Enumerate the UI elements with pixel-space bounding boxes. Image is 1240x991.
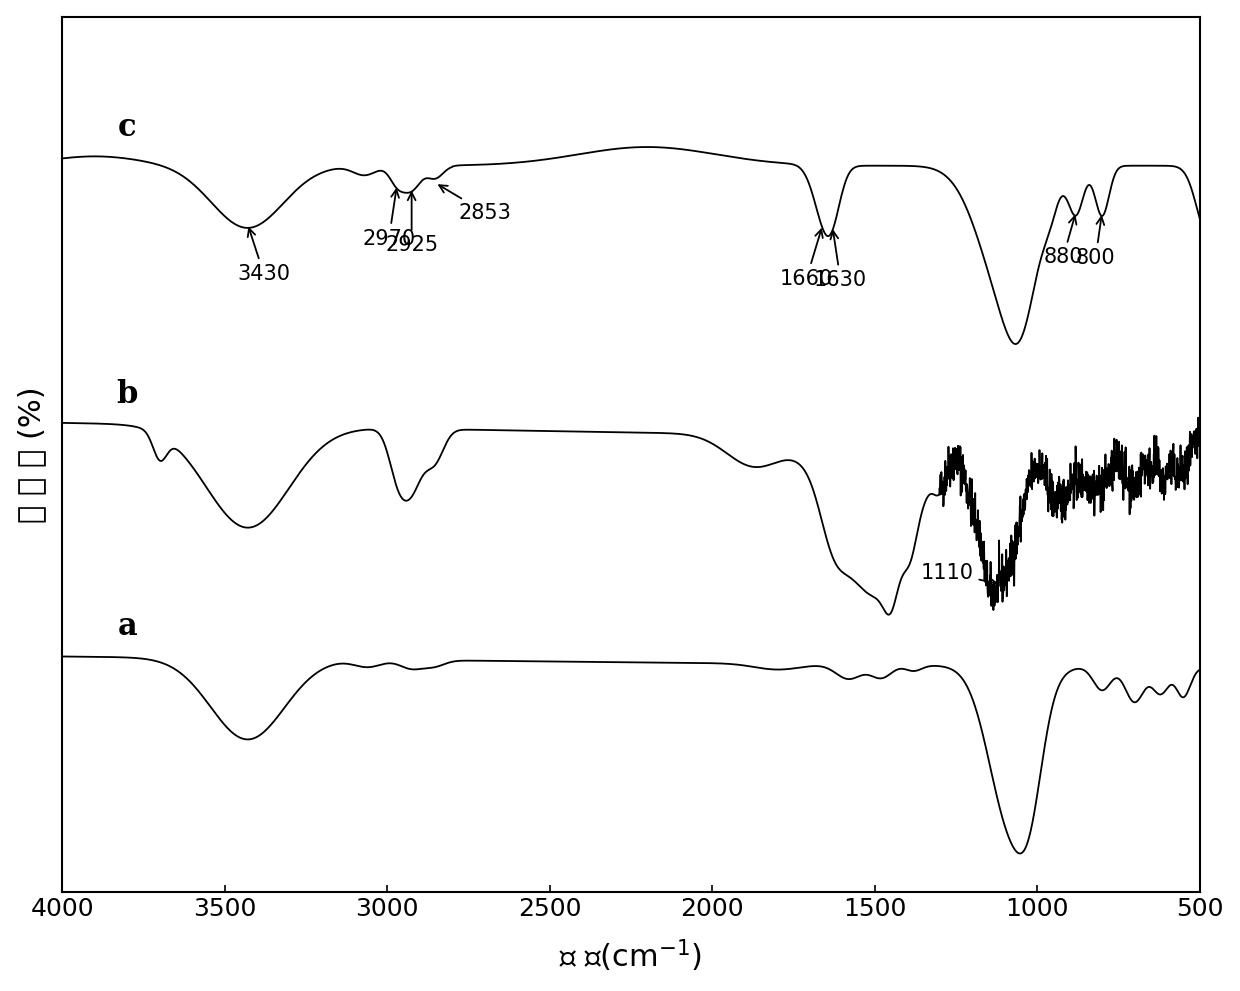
Text: c: c (118, 112, 136, 143)
Text: 880: 880 (1043, 216, 1083, 268)
X-axis label: 波 长(cm$^{-1}$): 波 长(cm$^{-1}$) (559, 937, 703, 974)
Y-axis label: 透 光 率 (%): 透 光 率 (%) (16, 386, 46, 523)
Text: 1630: 1630 (813, 231, 867, 290)
Text: 3430: 3430 (237, 229, 290, 283)
Text: 2853: 2853 (439, 185, 512, 223)
Text: a: a (118, 610, 138, 641)
Text: 1660: 1660 (780, 230, 833, 288)
Text: 1110: 1110 (921, 563, 997, 586)
Text: b: b (117, 379, 138, 409)
Text: 2925: 2925 (386, 192, 438, 256)
Text: 800: 800 (1076, 217, 1116, 268)
Text: 2970: 2970 (362, 189, 415, 249)
